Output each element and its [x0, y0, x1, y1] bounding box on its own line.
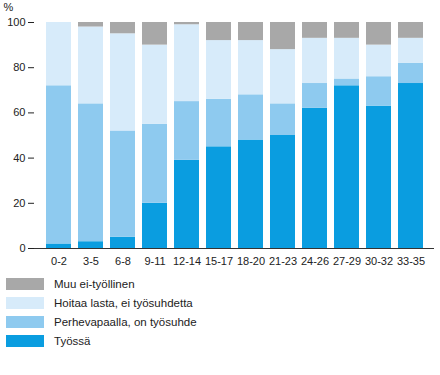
svg-text:6-8: 6-8 — [115, 255, 131, 267]
svg-text:20: 20 — [13, 197, 25, 209]
svg-text:3-5: 3-5 — [83, 255, 99, 267]
html-text:Hoitaa lasta, ei työsuhdetta: Hoitaa lasta, ei työsuhdetta — [54, 296, 193, 309]
svg-text:18-20: 18-20 — [237, 255, 265, 267]
svg-text:%: % — [4, 1, 14, 13]
svg-text:60: 60 — [13, 106, 25, 118]
html-text:Muu ei-työllinen: Muu ei-työllinen — [54, 277, 135, 290]
svg-text:12-14: 12-14 — [173, 255, 201, 267]
svg-text:0: 0 — [19, 242, 25, 254]
svg-text:33-35: 33-35 — [397, 255, 425, 267]
svg-text:40: 40 — [13, 152, 25, 164]
svg-text:24-26: 24-26 — [301, 255, 329, 267]
svg-text:30-32: 30-32 — [365, 255, 393, 267]
html-text:Perhevapaalla, on työsuhde: Perhevapaalla, on työsuhde — [54, 315, 197, 328]
svg-text:27-29: 27-29 — [333, 255, 361, 267]
svg-text:80: 80 — [13, 61, 25, 73]
svg-text:15-17: 15-17 — [205, 255, 233, 267]
svg-text:21-23: 21-23 — [269, 255, 297, 267]
html-text:Työssä: Työssä — [54, 334, 91, 347]
svg-text:100: 100 — [7, 16, 25, 28]
svg-text:9-11: 9-11 — [144, 255, 165, 267]
svg-text:0-2: 0-2 — [51, 255, 67, 267]
